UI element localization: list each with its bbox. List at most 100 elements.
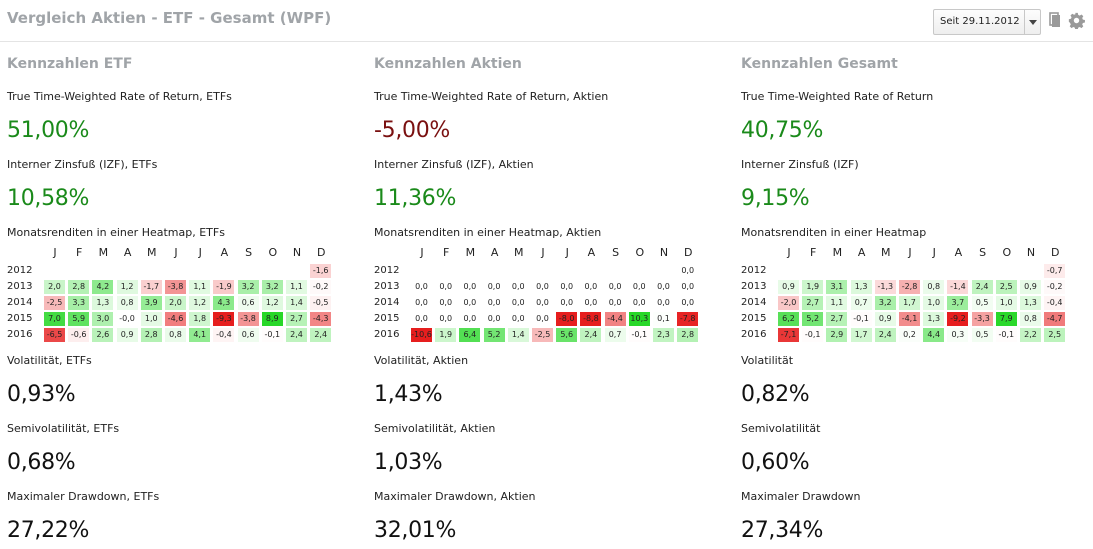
monthly-returns-heatmap: J F M A M J J A S O N D 2012 0,0 2013 0,0 0,0 0,0 0,0 0,0 0,… xyxy=(374,246,724,346)
heatmap-cell: -8,8 xyxy=(580,312,602,326)
izf-label: Interner Zinsfuß (IZF) xyxy=(741,158,859,171)
heatmap-cell: 0,6 xyxy=(237,296,259,310)
heatmap-cell: -3,8 xyxy=(165,280,186,294)
heatmap-month-header: M xyxy=(465,246,476,259)
heatmap-cell: 8,9 xyxy=(261,312,283,326)
date-range-select[interactable]: Seit 29.11.2012 xyxy=(933,9,1041,35)
heatmap-month-header: J xyxy=(787,246,791,259)
heatmap-cell: -7,1 xyxy=(778,328,799,342)
heatmap-cell: 2,6 xyxy=(92,328,114,342)
copy-icon[interactable] xyxy=(1045,12,1063,30)
max-drawdown-label: Maximaler Drawdown, Aktien xyxy=(374,490,536,503)
max-drawdown-label: Maximaler Drawdown xyxy=(741,490,861,503)
semivolatility-label: Semivolatilität xyxy=(741,422,821,435)
heatmap-label: Monatsrenditen in einer Heatmap, Aktien xyxy=(374,226,602,239)
heatmap-cell: 2,5 xyxy=(1044,328,1066,342)
heatmap-month-header: A xyxy=(857,246,866,259)
twr-value: -5,00% xyxy=(374,118,451,143)
heatmap-month-header: J xyxy=(53,246,57,259)
heatmap-cell: -7,8 xyxy=(677,312,699,326)
semivolatility-value: 0,68% xyxy=(7,450,76,475)
heatmap-cell: 5,2 xyxy=(483,328,505,342)
heatmap-cell: -4,7 xyxy=(1044,312,1066,326)
izf-value: 9,15% xyxy=(741,186,810,211)
heatmap-cell: 7,0 xyxy=(44,312,65,326)
heatmap-month-header: D xyxy=(683,246,693,259)
heatmap-cell: -0,0 xyxy=(116,312,138,326)
heatmap-cell: 0,9 xyxy=(874,312,896,326)
heatmap-cell: -0,6 xyxy=(68,328,90,342)
heatmap-month-header: J xyxy=(908,246,912,259)
heatmap-cell: 2,5 xyxy=(995,280,1017,294)
heatmap-cell: 3,1 xyxy=(826,280,848,294)
heatmap-cell: 0,0 xyxy=(532,296,553,310)
heatmap-cell: 1,8 xyxy=(189,312,211,326)
heatmap-cell: 0,0 xyxy=(556,280,578,294)
max-drawdown-label: Maximaler Drawdown, ETFs xyxy=(7,490,160,503)
heatmap-cell: 0,0 xyxy=(653,296,674,310)
max-drawdown-value: 32,01% xyxy=(374,518,457,543)
heatmap-cell: -1,4 xyxy=(947,280,969,294)
gear-icon[interactable] xyxy=(1067,12,1085,30)
izf-value: 10,58% xyxy=(7,186,90,211)
heatmap-cell: 0,0 xyxy=(435,296,457,310)
heatmap-cell: 2,0 xyxy=(165,296,186,310)
heatmap-cell: 0,9 xyxy=(1020,280,1041,294)
panel-aktien: Kennzahlen Aktien True Time-Weighted Rate… xyxy=(374,42,734,549)
heatmap-cell: -0,1 xyxy=(261,328,283,342)
date-range-value: Seit 29.11.2012 xyxy=(940,16,1020,27)
heatmap-cell: 1,7 xyxy=(850,328,872,342)
heatmap-cell: 0,0 xyxy=(459,312,481,326)
heatmap-month-header: M xyxy=(147,246,157,259)
monthly-returns-heatmap: J F M A M J J A S O N D 2012 -1,6 2013 2,0 2,8 4,2 1,2 -1,7… xyxy=(7,246,357,346)
izf-label: Interner Zinsfuß (IZF), ETFs xyxy=(7,158,158,171)
heatmap-cell: 5,2 xyxy=(802,312,824,326)
heatmap-cell: 7,9 xyxy=(995,312,1017,326)
twr-label: True Time-Weighted Rate of Return xyxy=(741,90,934,103)
heatmap-year-label: 2015 xyxy=(374,313,400,324)
heatmap-month-header: M xyxy=(98,246,109,259)
heatmap-cell: -0,2 xyxy=(310,280,332,294)
heatmap-cell: 0,1 xyxy=(653,312,674,326)
heatmap-month-header: M xyxy=(514,246,524,259)
volatility-value: 1,43% xyxy=(374,382,443,407)
heatmap-cell: -0,7 xyxy=(1044,264,1066,278)
heatmap-cell: -0,1 xyxy=(850,312,872,326)
heatmap-cell: 5,6 xyxy=(556,328,578,342)
max-drawdown-value: 27,22% xyxy=(7,518,90,543)
heatmap-cell: 0,0 xyxy=(411,312,432,326)
heatmap-month-header: J xyxy=(198,246,202,259)
heatmap-cell: 0,5 xyxy=(971,328,993,342)
heatmap-cell: 0,0 xyxy=(483,312,505,326)
izf-label: Interner Zinsfuß (IZF), Aktien xyxy=(374,158,534,171)
heatmap-cell: 0,0 xyxy=(580,280,602,294)
heatmap-cell: 3,9 xyxy=(140,296,162,310)
heatmap-cell: 2,7 xyxy=(826,312,848,326)
heatmap-cell: 1,3 xyxy=(1020,296,1041,310)
heatmap-year-label: 2016 xyxy=(741,329,767,340)
heatmap-cell: 1,9 xyxy=(802,280,824,294)
heatmap-cell: 2,4 xyxy=(310,328,332,342)
semivolatility-value: 1,03% xyxy=(374,450,443,475)
heatmap-month-header: N xyxy=(1026,246,1036,259)
heatmap-month-header: J xyxy=(932,246,936,259)
heatmap-cell: 0,0 xyxy=(483,280,505,294)
volatility-value: 0,93% xyxy=(7,382,76,407)
heatmap-month-header: F xyxy=(76,246,83,259)
heatmap-cell: 1,3 xyxy=(850,280,872,294)
heatmap-cell: 1,4 xyxy=(286,296,307,310)
heatmap-cell: -2,5 xyxy=(44,296,65,310)
heatmap-month-header: A xyxy=(490,246,499,259)
heatmap-cell: 0,0 xyxy=(677,264,699,278)
heatmap-cell: 0,0 xyxy=(556,296,578,310)
heatmap-cell: 0,0 xyxy=(604,280,626,294)
heatmap-month-header: A xyxy=(123,246,132,259)
heatmap-cell: 0,0 xyxy=(507,280,529,294)
heatmap-month-header: N xyxy=(292,246,302,259)
heatmap-cell: 4,1 xyxy=(189,328,211,342)
heatmap-cell: 0,0 xyxy=(628,280,650,294)
heatmap-cell: 4,2 xyxy=(92,280,114,294)
dropdown-arrow-icon[interactable] xyxy=(1024,10,1040,34)
heatmap-cell: 2,4 xyxy=(874,328,896,342)
heatmap-cell: 2,4 xyxy=(580,328,602,342)
